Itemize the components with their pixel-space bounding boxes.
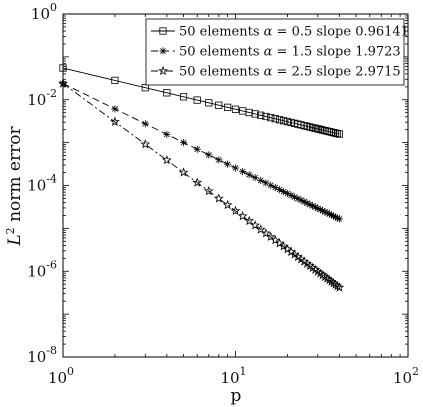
data-point <box>222 199 233 210</box>
data-point <box>335 130 343 138</box>
legend: 50 elements α = 0.5 slope 0.96141 50 elem… <box>145 18 409 86</box>
data-point <box>244 215 255 226</box>
data-point <box>329 129 338 137</box>
data-point <box>239 167 247 176</box>
data-point <box>237 211 248 221</box>
data-point <box>179 138 188 147</box>
y-tick-label: 10-2 <box>27 87 57 109</box>
data-point <box>251 110 259 118</box>
data-point <box>161 155 172 165</box>
data-point <box>193 96 201 104</box>
data-point <box>205 151 213 159</box>
data-point <box>331 129 340 137</box>
data-point <box>262 112 270 121</box>
y-tick-label: 10-4 <box>27 173 57 195</box>
legend-box <box>145 18 405 86</box>
x-tick-label: 100 <box>48 365 74 387</box>
data-point <box>271 115 279 123</box>
data-point <box>231 105 240 113</box>
plot-lines <box>58 64 345 292</box>
legend-label-2: 50 elements α = 1.5 slope 1.9723 <box>179 45 401 60</box>
data-point <box>267 114 275 122</box>
series-line-2 <box>62 83 340 220</box>
data-point <box>333 129 342 138</box>
data-point <box>335 215 343 223</box>
data-point <box>309 124 317 132</box>
data-point <box>141 120 149 128</box>
data-point <box>334 282 345 292</box>
legend-marker-2 <box>159 47 167 55</box>
y-tick-label: 10-8 <box>27 344 57 366</box>
data-point <box>314 125 322 133</box>
data-point <box>275 116 284 124</box>
data-point <box>140 139 151 149</box>
data-point <box>231 164 240 172</box>
data-point <box>163 89 171 97</box>
data-point <box>255 224 266 234</box>
data-point <box>260 228 271 238</box>
legend-marker-3 <box>158 65 168 76</box>
data-point <box>314 204 322 212</box>
data-point <box>245 108 253 117</box>
data-point <box>111 105 119 113</box>
data-point <box>178 167 189 177</box>
data-point <box>224 103 232 111</box>
x-axis-label: p <box>231 386 242 406</box>
data-point <box>203 185 214 196</box>
y-tick-label: 10-6 <box>27 258 57 280</box>
legend-marker-1 <box>159 27 167 35</box>
data-point <box>224 160 232 168</box>
data-point <box>141 84 149 92</box>
data-point <box>230 205 241 216</box>
data-point <box>257 111 265 119</box>
data-point <box>327 128 336 136</box>
data-point <box>306 123 314 131</box>
data-point <box>179 93 188 101</box>
data-point <box>213 193 224 203</box>
data-point <box>205 99 213 107</box>
data-point <box>163 130 171 138</box>
data-point <box>245 171 253 179</box>
data-point <box>110 116 120 126</box>
data-point <box>193 145 201 153</box>
data-point <box>192 177 203 187</box>
data-point <box>279 117 288 125</box>
data-point <box>283 118 292 126</box>
data-point <box>250 220 261 230</box>
x-tick-label: 102 <box>393 365 419 387</box>
data-point <box>265 231 276 241</box>
data-point <box>316 125 324 134</box>
legend-label-1: 50 elements α = 0.5 slope 0.96141 <box>179 25 409 40</box>
x-tick-label: 101 <box>220 365 246 387</box>
tick-labels: 100 101 102 100 10-2 10-4 10-6 10-8 <box>27 1 419 387</box>
y-axis-label: L2 norm error <box>4 126 25 247</box>
data-point <box>311 124 319 132</box>
data-point <box>257 176 265 184</box>
data-point <box>251 174 259 182</box>
data-point <box>111 76 119 85</box>
data-point <box>215 156 223 164</box>
axis-ticks <box>62 14 408 358</box>
legend-label-3: 50 elements α = 2.5 slope 2.9715 <box>179 65 401 80</box>
data-point <box>215 101 223 109</box>
y-tick-label: 100 <box>31 1 57 23</box>
